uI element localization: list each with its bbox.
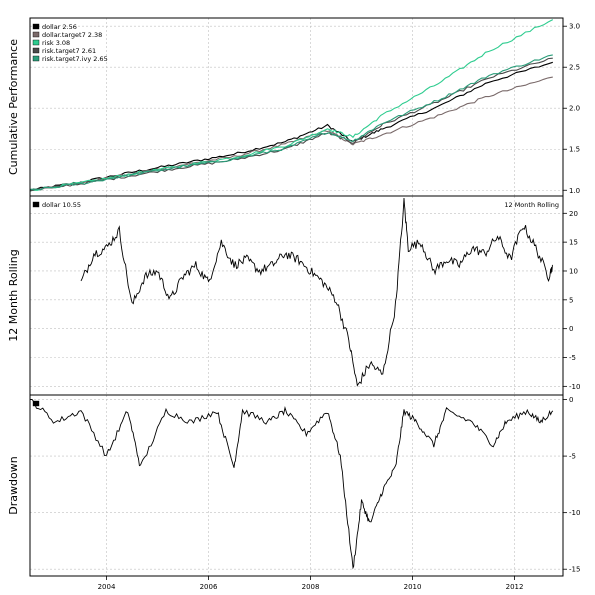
x-tick-label: 2010 — [404, 583, 422, 591]
y-tick-label: 1.0 — [569, 187, 580, 195]
series-line-dollar — [30, 399, 554, 570]
y-tick-label: 0 — [569, 396, 573, 404]
y-tick-label: 20 — [569, 210, 578, 218]
series-line-dollar — [80, 197, 553, 387]
y-axis-label: 12 Month Rolling — [7, 249, 20, 341]
y-tick-label: 2.5 — [569, 64, 580, 72]
legend-swatch — [32, 55, 40, 62]
series-line-dollar-target — [29, 76, 553, 192]
x-tick-label: 2012 — [506, 583, 524, 591]
legend-entry-label: risk.target7 2.61 — [42, 47, 96, 55]
legend-swatch — [32, 201, 40, 208]
y-tick-label: 15 — [569, 239, 578, 247]
legend-swatch — [32, 39, 40, 46]
legend-entry-label: dollar 2.56 — [42, 23, 77, 31]
legend-swatch — [32, 47, 40, 54]
series-line-risk-target-2 — [29, 54, 553, 191]
y-axis-label: Drawdown — [7, 456, 20, 514]
panel-frame — [29, 394, 564, 577]
panel-frame — [29, 17, 564, 197]
x-axis: 2004 2006 2008 2010 2012 — [98, 576, 524, 591]
legend-entry-label: risk 3.08 — [42, 39, 70, 47]
series-line-dollar — [29, 61, 553, 191]
legend-swatch — [32, 23, 40, 30]
legend-entry-label: risk.target7.ivy 2.65 — [42, 55, 108, 63]
series-line-risk-target — [29, 57, 553, 192]
y-tick-label: -10 — [569, 383, 580, 391]
y-tick-label: -5 — [569, 453, 576, 461]
series-line-risk — [29, 19, 554, 192]
panel-annotation: 12 Month Rolling — [504, 201, 559, 209]
y-tick-label: 5 — [569, 296, 573, 304]
cumulative-performance-panel: 1.0 1.5 2.0 2.5 3.0 Cumulative Performance dol… — [7, 17, 580, 197]
legend-entry-label: dollar.target7 2.38 — [42, 31, 102, 39]
y-tick-label: -10 — [569, 509, 580, 517]
y-axis-label: Cumulative Performance — [7, 39, 20, 175]
x-tick-label: 2004 — [98, 583, 116, 591]
y-tick-label: -5 — [569, 354, 576, 362]
y-tick-label: 2.0 — [569, 105, 580, 113]
y-tick-label: 1.5 — [569, 146, 580, 154]
y-tick-label: 0 — [569, 325, 573, 333]
legend-swatch — [32, 400, 40, 407]
rolling-12-month-panel: -10 -5 0 5 10 15 20 12 Month Rolling dollar 10.5… — [7, 195, 580, 396]
y-tick-label: 10 — [569, 267, 578, 275]
panel-frame — [29, 195, 564, 396]
legend-swatch — [32, 31, 40, 38]
x-tick-label: 2008 — [302, 583, 320, 591]
legend-entry-label: dollar 10.55 — [42, 201, 81, 209]
y-tick-label: -15 — [569, 566, 580, 574]
drawdown-panel: -15 -10 -5 0 Drawdown — [7, 394, 580, 577]
y-tick-label: 3.0 — [569, 23, 580, 31]
x-tick-label: 2006 — [200, 583, 218, 591]
